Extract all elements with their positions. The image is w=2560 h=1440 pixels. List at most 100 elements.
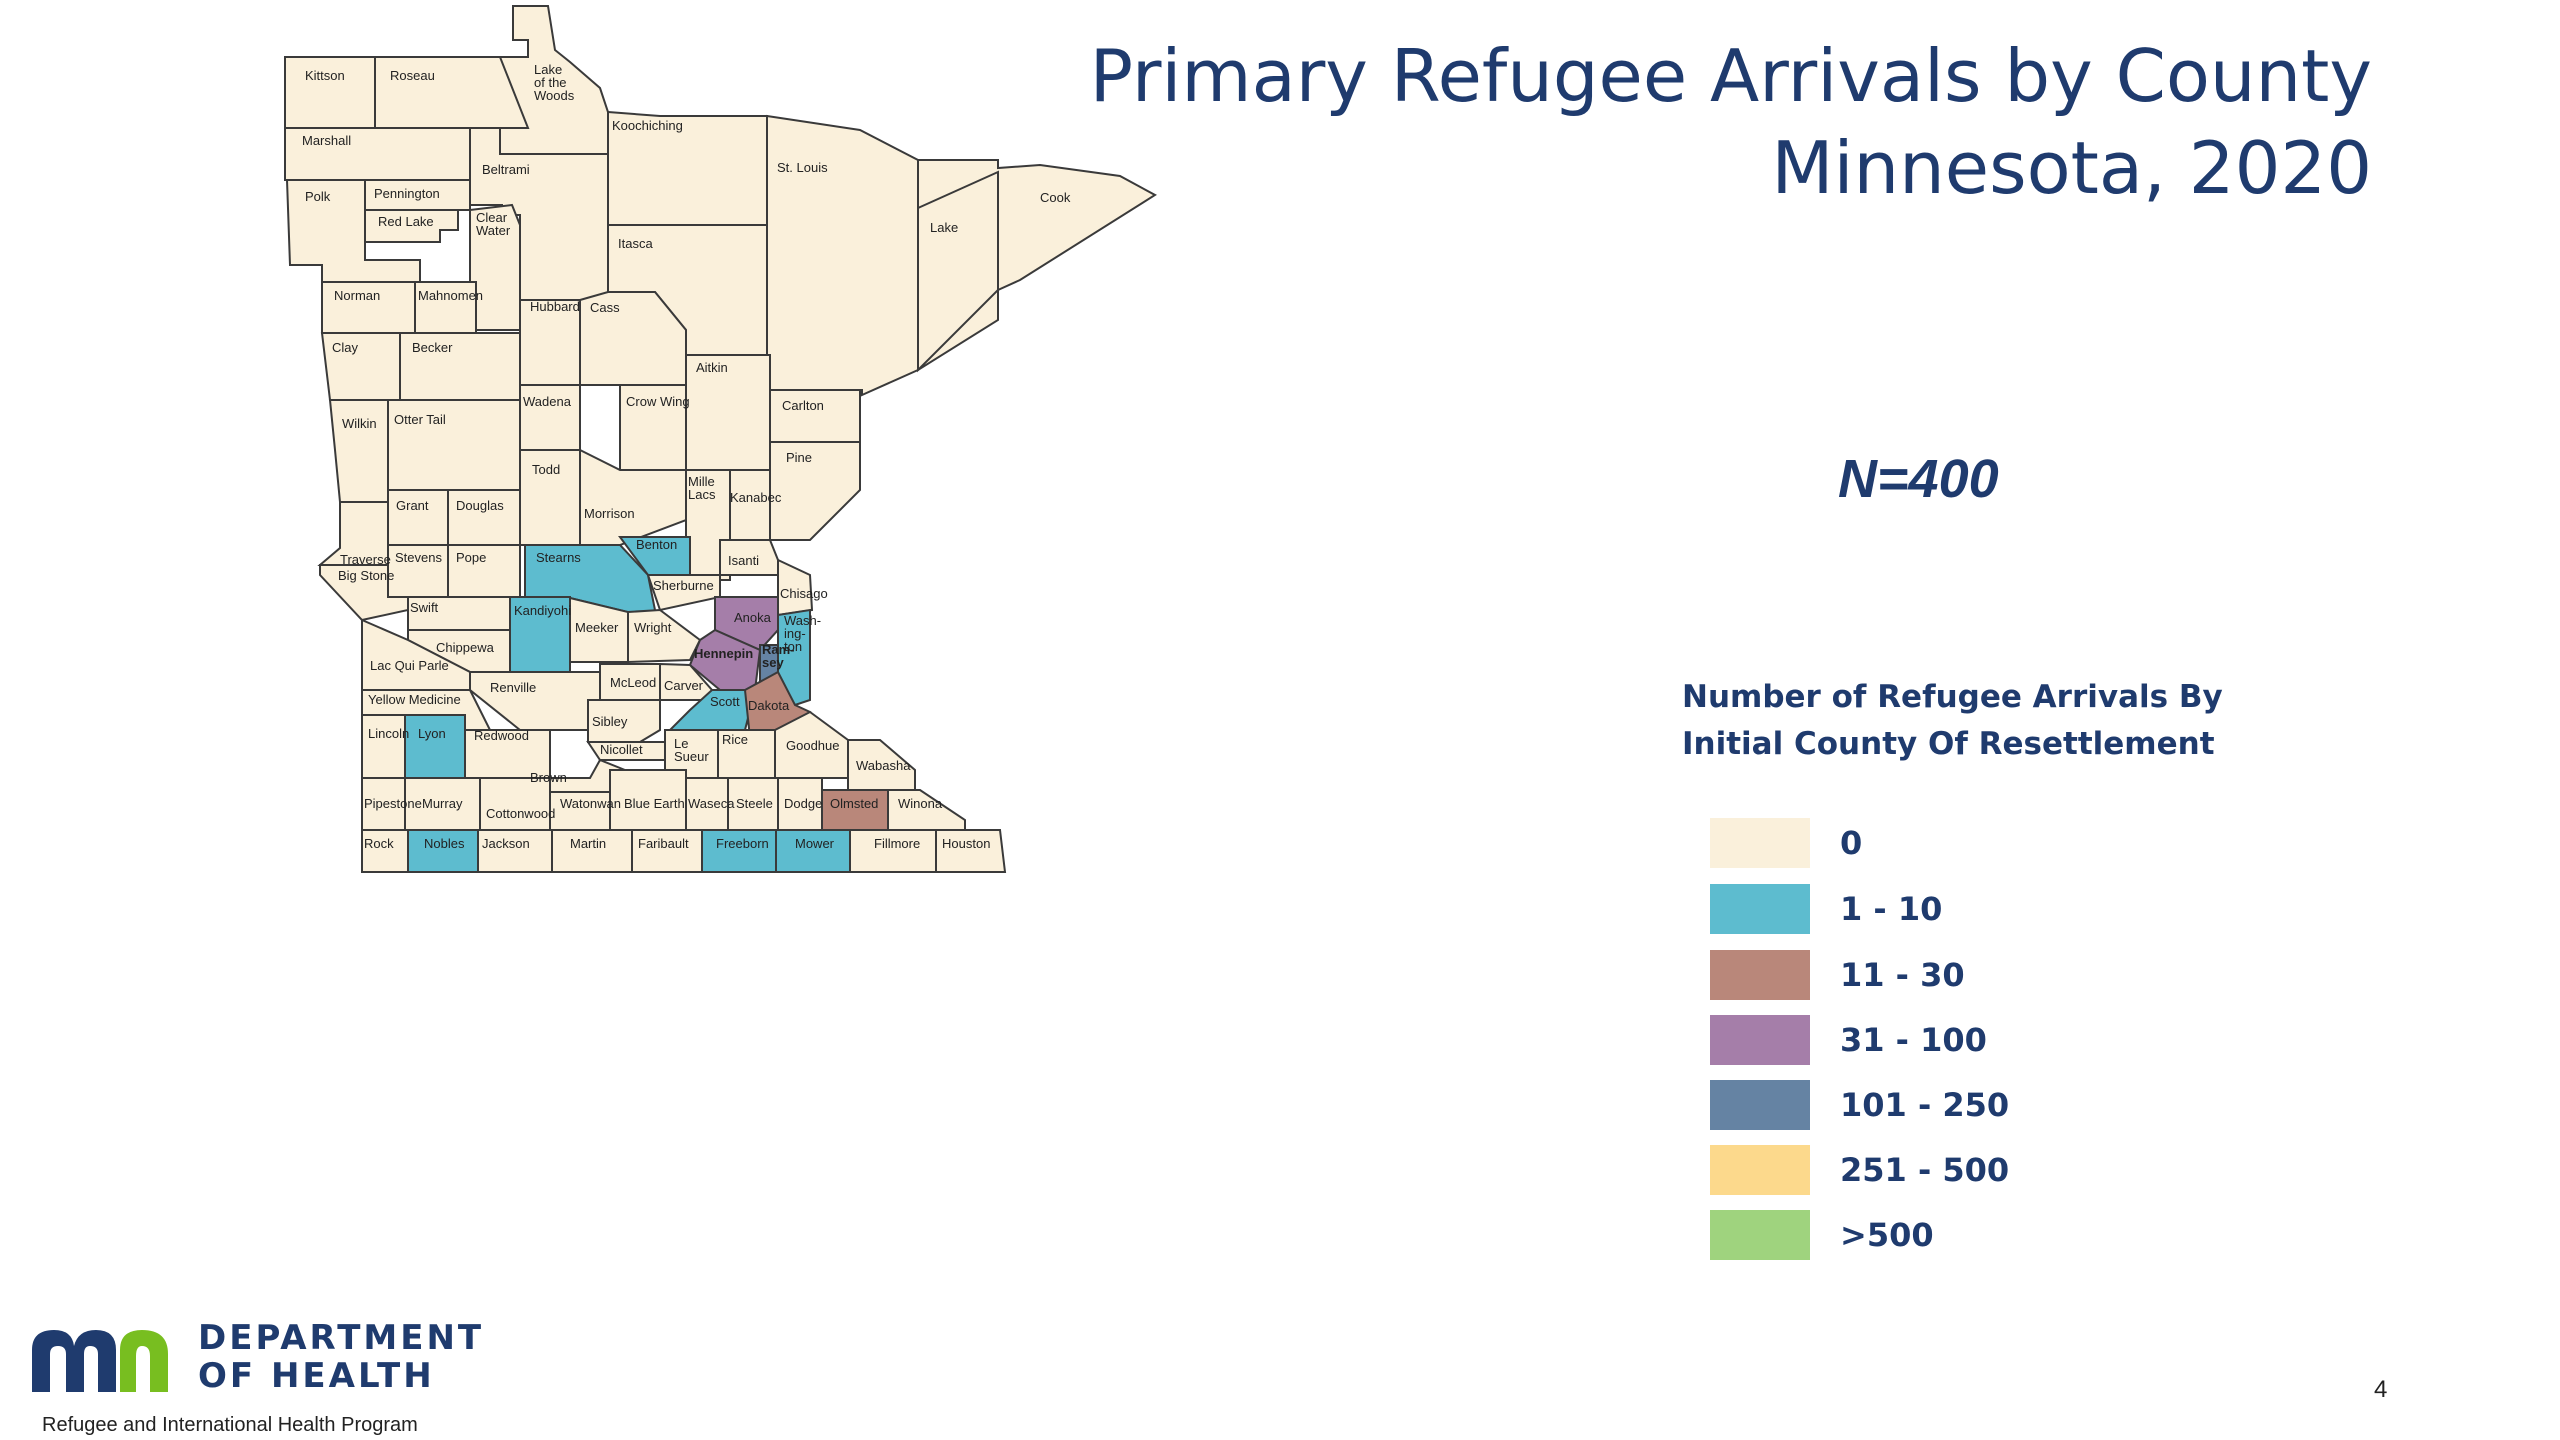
county-sibley [587, 699, 661, 743]
legend-title-line-1: Number of Refugee Arrivals By [1682, 679, 2223, 715]
county-label-le-sueur: Le Sueur [674, 736, 709, 764]
county-label-polk: Polk [305, 189, 331, 204]
county-red-lake [364, 209, 459, 243]
county-renville [469, 671, 601, 731]
county-lyon [404, 714, 466, 779]
county-label-mille-lacs: Mille Lacs [688, 474, 716, 502]
county-label-dodge: Dodge [784, 796, 822, 811]
county-label-murray: Murray [422, 796, 463, 811]
county-houston [935, 829, 1007, 873]
county-label-watonwan: Watonwan [560, 796, 621, 811]
county-label-chippewa: Chippewa [436, 640, 495, 655]
county-label-carlton: Carlton [782, 398, 824, 413]
county-label-faribault: Faribault [638, 836, 689, 851]
county-label-rice: Rice [722, 732, 748, 747]
legend-label: 31 - 100 [1840, 1021, 1987, 1059]
county-label-clay: Clay [332, 340, 359, 355]
county-label-redwood: Redwood [474, 728, 529, 743]
county-label-ramsey: Ram-sey [762, 642, 795, 670]
county-label-clear-water: Clear Water [476, 210, 511, 238]
county-label-kittson: Kittson [305, 68, 345, 83]
county-cottonwood [479, 777, 551, 831]
county-label-wilkin: Wilkin [342, 416, 377, 431]
county-label-steele: Steele [736, 796, 773, 811]
map-title: Primary Refugee Arrivals by County Minne… [972, 30, 2372, 214]
county-label-chisago: Chisago [780, 586, 828, 601]
county-label-stevens: Stevens [395, 550, 442, 565]
legend-label: 0 [1840, 824, 1863, 862]
county-label-waseca: Waseca [688, 796, 735, 811]
county-label-olmsted: Olmsted [830, 796, 878, 811]
county-label-wabasha: Wabasha [856, 758, 911, 773]
county-label-lincoln: Lincoln [368, 726, 409, 741]
legend-swatch [1710, 1210, 1810, 1260]
page-number: 4 [2374, 1376, 2388, 1403]
legend-label: 1 - 10 [1840, 890, 1943, 928]
county-label-lake-of-the-woods: Lake of the Woods [534, 62, 575, 103]
county-label-mahnomen: Mahnomen [418, 288, 483, 303]
county-label-todd: Todd [532, 462, 560, 477]
county-kanabec [729, 469, 771, 541]
county-label-benton: Benton [636, 537, 677, 552]
county-label-pennington: Pennington [374, 186, 440, 201]
county-label-mcleod: McLeod [610, 675, 656, 690]
legend-swatch [1710, 884, 1810, 934]
county-label-goodhue: Goodhue [786, 738, 840, 753]
program-name: Refugee and International Health Program [42, 1414, 418, 1436]
county-label-morrison: Morrison [584, 506, 635, 521]
county-label-sibley: Sibley [592, 714, 628, 729]
county-wright [627, 608, 702, 664]
county-label-anoka: Anoka [734, 610, 772, 625]
county-label-st-louis: St. Louis [777, 160, 828, 175]
legend-swatch [1710, 1145, 1810, 1195]
county-label-lyon: Lyon [418, 726, 446, 741]
county-label-aitkin: Aitkin [696, 360, 728, 375]
county-label-dakota: Dakota [748, 698, 790, 713]
county-label-pope: Pope [456, 550, 486, 565]
county-label-pipestone: Pipestone [364, 796, 422, 811]
county-label-grant: Grant [396, 498, 429, 513]
total-count-label: N=400 [1838, 449, 1999, 509]
legend-swatch [1710, 818, 1810, 868]
legend-swatch [1710, 950, 1810, 1000]
county-wabasha [847, 739, 916, 791]
county-label-carver: Carver [664, 678, 704, 693]
county-label-hennepin: Hennepin [694, 646, 753, 661]
county-label-fillmore: Fillmore [874, 836, 920, 851]
county-label-brown: Brown [530, 770, 567, 785]
county-label-winona: Winona [898, 796, 943, 811]
county-label-cottonwood: Cottonwood [486, 806, 555, 821]
county-label-wadena: Wadena [523, 394, 572, 409]
county-label-houston: Houston [942, 836, 990, 851]
county-label-washington: Wash-ing-ton [784, 613, 821, 654]
county-label-scott: Scott [710, 694, 740, 709]
county-label-koochiching: Koochiching [612, 118, 683, 133]
county-label-cass: Cass [590, 300, 620, 315]
county-label-meeker: Meeker [575, 620, 619, 635]
county-label-becker: Becker [412, 340, 453, 355]
county-label-swift: Swift [410, 600, 439, 615]
legend-title: Number of Refugee Arrivals By Initial Co… [1682, 674, 2282, 768]
county-label-crow-wing: Crow Wing [626, 394, 690, 409]
county-label-beltrami: Beltrami [482, 162, 530, 177]
county-st-louis [766, 114, 919, 397]
legend-swatch [1710, 1080, 1810, 1130]
title-line-1: Primary Refugee Arrivals by County [1089, 34, 2372, 118]
legend-title-line-2: Initial County Of Resettlement [1682, 726, 2215, 762]
county-label-lake: Lake [930, 220, 958, 235]
county-label-douglas: Douglas [456, 498, 504, 513]
department-name-line-1: DEPARTMENT [198, 1318, 485, 1358]
county-lincoln [361, 714, 406, 779]
county-label-cook: Cook [1040, 190, 1071, 205]
county-label-jackson: Jackson [482, 836, 530, 851]
county-label-yellow-medicine: Yellow Medicine [368, 692, 461, 707]
county-pine [769, 441, 861, 541]
county-label-stearns: Stearns [536, 550, 581, 565]
minnesota-county-map: Kittson Roseau Lake of the Woods Marshall Kooc… [284, 5, 1157, 873]
county-label-big-stone: Big Stone [338, 568, 394, 583]
county-label-nobles: Nobles [424, 836, 465, 851]
county-label-nicollet: Nicollet [600, 742, 643, 757]
legend-swatch [1710, 1015, 1810, 1065]
legend-label: 101 - 250 [1840, 1086, 2010, 1124]
county-label-isanti: Isanti [728, 553, 759, 568]
